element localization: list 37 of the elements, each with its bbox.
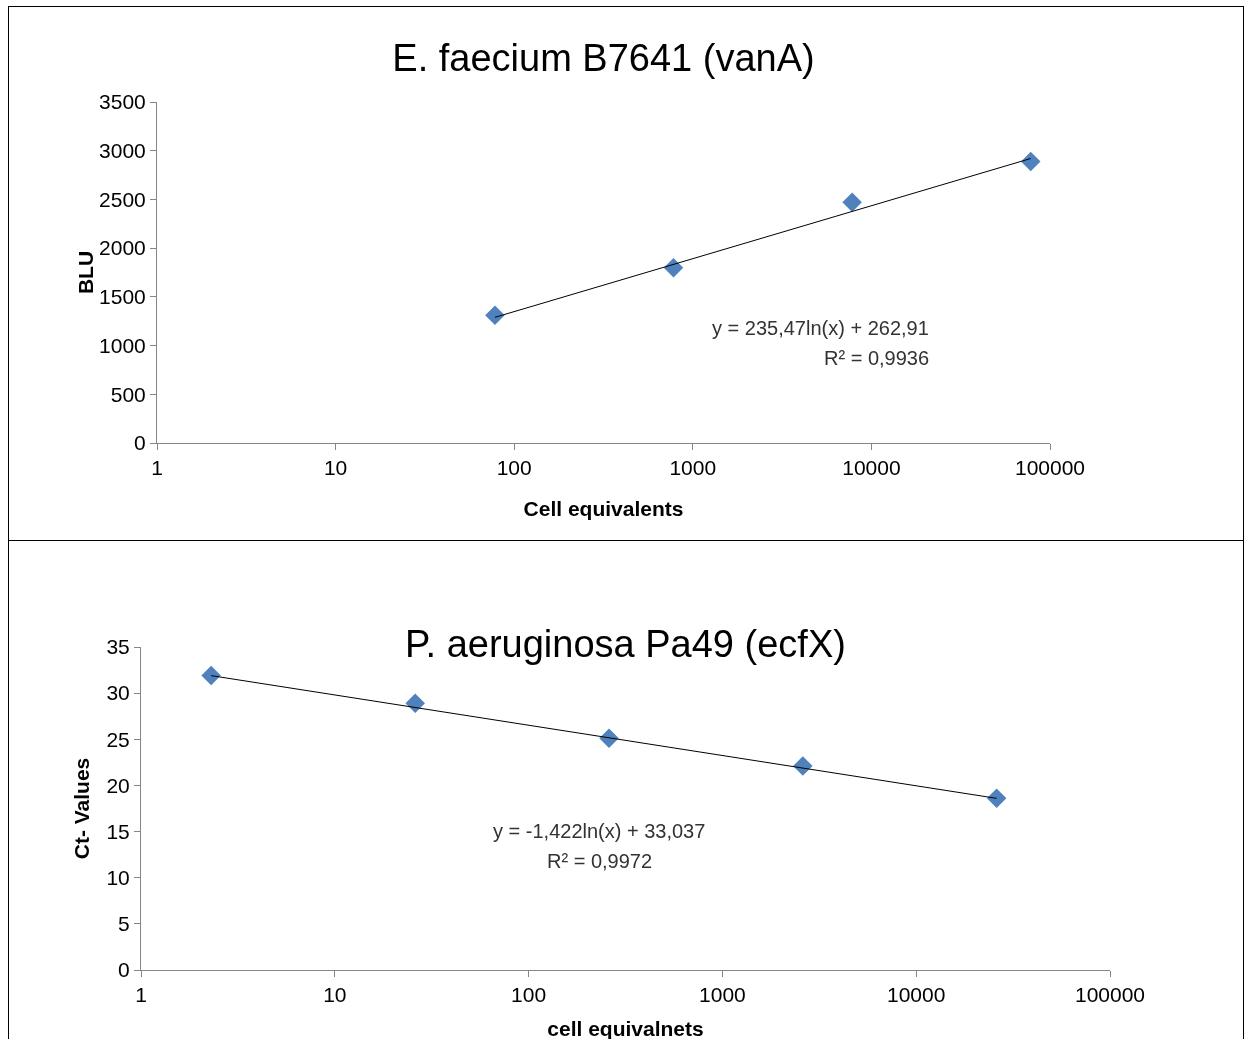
x-tick-label: 1: [151, 456, 163, 480]
y-tick-label: 0: [118, 958, 130, 982]
y-tick-label: 35: [106, 635, 130, 659]
x-tick-label: 10000: [842, 456, 901, 480]
y-tick-label: 5: [118, 912, 130, 936]
y-tick-label: 0: [134, 431, 146, 455]
x-axis-title: Cell equivalents: [523, 497, 684, 520]
x-tick-label: 100: [496, 456, 532, 480]
x-tick-label: 1000: [699, 983, 746, 1007]
x-tick-label: 10000: [887, 983, 946, 1007]
chart-title: E. faecium B7641 (vanA): [392, 37, 815, 80]
annotation: y = 235,47ln(x) + 262,91: [712, 317, 929, 339]
y-tick-label: 1500: [99, 285, 146, 309]
annotation: R² = 0,9936: [824, 347, 930, 369]
y-tick-label: 500: [110, 382, 146, 406]
chart-title: P. aeruginosa Pa49 (ecfX): [405, 623, 846, 666]
x-tick-label: 100000: [1074, 983, 1146, 1007]
x-tick-label: 10: [323, 456, 348, 480]
y-tick-label: 25: [106, 727, 130, 751]
y-tick-label: 10: [106, 866, 130, 890]
annotation: R² = 0,9972: [547, 850, 653, 872]
y-tick-label: 20: [106, 773, 130, 797]
x-tick-label: 100: [511, 983, 547, 1007]
x-tick-label: 1: [135, 983, 147, 1007]
y-tick-label: 2000: [99, 236, 146, 260]
y-tick-label: 3000: [99, 139, 146, 163]
x-tick-label: 10: [323, 983, 347, 1007]
y-axis-title: Ct- Values: [70, 757, 93, 860]
y-tick-label: 30: [106, 681, 130, 705]
y-tick-label: 2500: [99, 187, 146, 211]
x-tick-label: 100000: [1014, 456, 1086, 480]
y-tick-label: 1000: [99, 333, 146, 357]
y-tick-label: 15: [106, 819, 130, 843]
annotation: y = -1,422ln(x) + 33,037: [493, 820, 706, 842]
y-tick-label: 3500: [99, 90, 146, 114]
y-axis-title: BLU: [74, 250, 98, 295]
x-tick-label: 1000: [669, 456, 717, 480]
